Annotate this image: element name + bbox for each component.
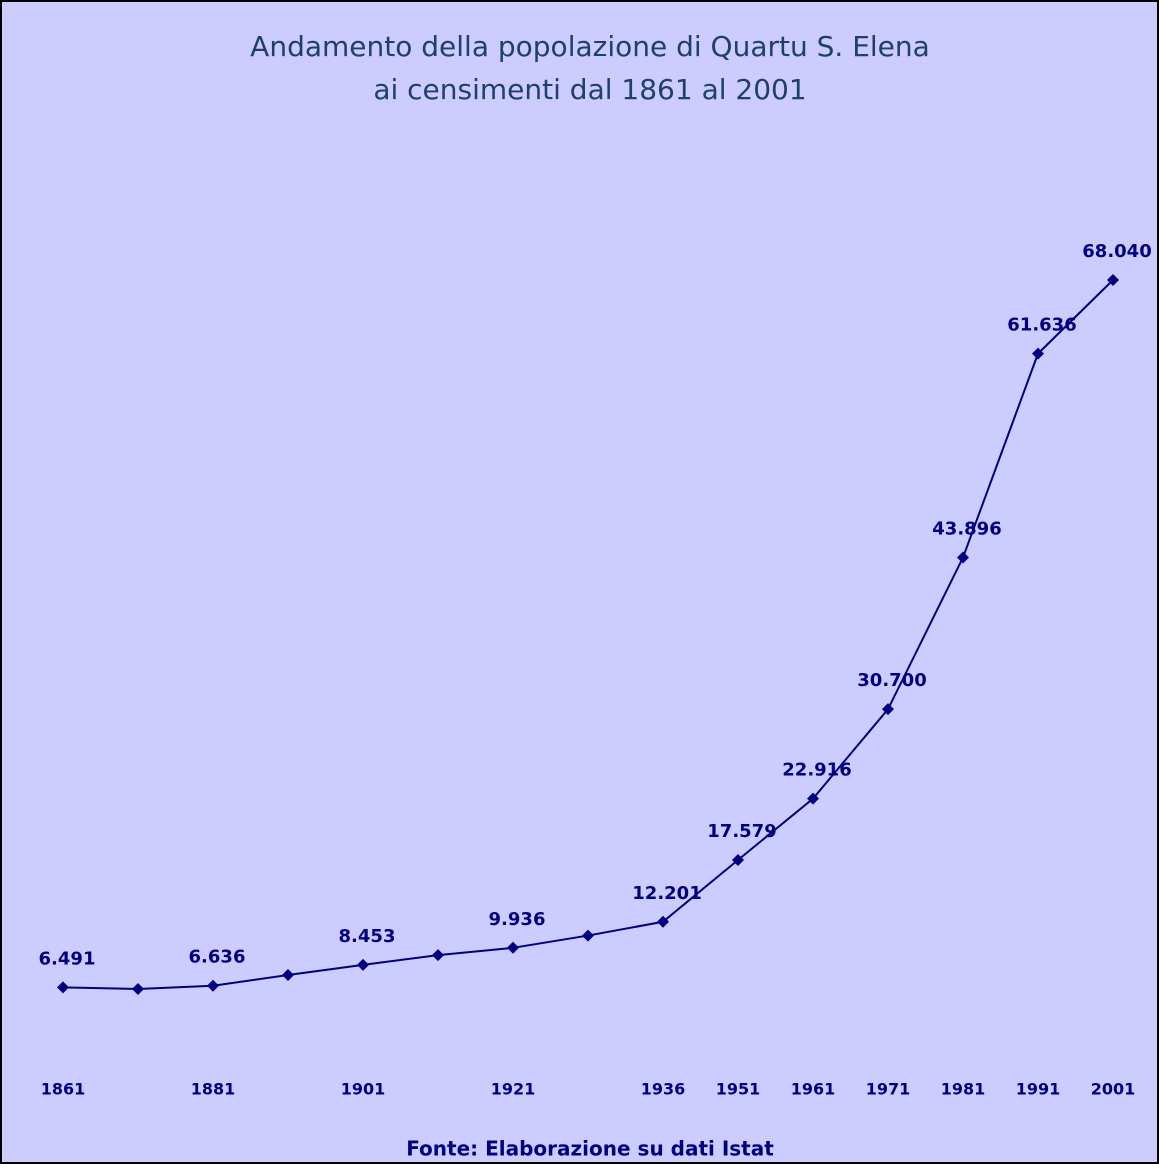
point-marker: [1107, 274, 1119, 286]
data-label: 9.936: [489, 909, 546, 930]
x-tick-label: 1901: [341, 1080, 386, 1099]
source-note: Fonte: Elaborazione su dati Istat: [406, 1137, 774, 1161]
point-marker: [657, 915, 669, 928]
point-marker: [357, 958, 369, 971]
chart-title: Andamento della popolazione di Quartu S.…: [250, 30, 930, 63]
x-tick-label: 1981: [941, 1080, 986, 1099]
point-marker: [582, 929, 594, 942]
x-tick-label: 2001: [1091, 1080, 1136, 1099]
x-tick-label: 1951: [716, 1080, 761, 1099]
data-label: 68.040: [1082, 241, 1151, 262]
chart-subtitle: ai censimenti dal 1861 al 2001: [373, 73, 806, 106]
point-marker: [132, 983, 144, 996]
data-label: 43.896: [932, 518, 1001, 539]
x-tick-label: 1881: [191, 1080, 236, 1099]
data-label: 6.636: [189, 947, 246, 968]
point-marker: [807, 792, 819, 805]
data-label: 61.636: [1007, 315, 1076, 336]
point-marker: [282, 968, 294, 981]
point-marker: [882, 703, 894, 716]
x-tick-label: 1991: [1016, 1080, 1061, 1099]
point-marker: [732, 853, 744, 866]
data-label: 17.579: [707, 821, 776, 842]
data-label: 6.491: [39, 948, 96, 969]
point-marker: [207, 979, 219, 992]
x-tick-label: 1936: [641, 1080, 686, 1099]
point-marker: [432, 949, 444, 962]
point-marker: [957, 551, 969, 564]
point-marker: [57, 981, 69, 994]
x-tick-label: 1961: [791, 1080, 836, 1099]
data-label: 30.700: [857, 670, 926, 691]
x-tick-label: 1921: [491, 1080, 536, 1099]
data-label: 12.201: [632, 883, 701, 904]
x-tick-label: 1971: [866, 1080, 911, 1099]
x-tick-label: 1861: [41, 1080, 86, 1099]
point-marker: [507, 941, 519, 954]
data-label: 8.453: [339, 926, 396, 947]
point-marker: [1032, 347, 1044, 360]
data-label: 22.916: [782, 760, 851, 781]
